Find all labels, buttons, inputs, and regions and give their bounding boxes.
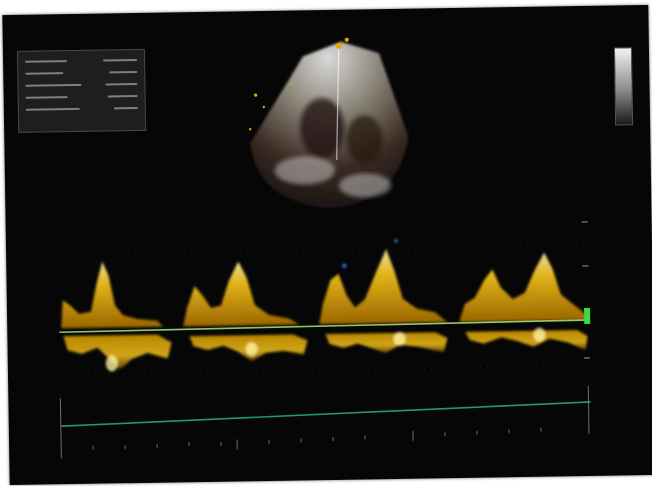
doppler-baseline — [59, 319, 590, 334]
measurement-text-blur — [25, 59, 138, 111]
grayscale-bar-icon — [613, 47, 634, 126]
ecg-sweep-line — [60, 401, 591, 428]
doppler-spectrum-reverse — [63, 327, 588, 372]
measurement-panel — [16, 48, 147, 133]
ultrasound-monitor — [2, 4, 652, 486]
doppler-spectrum-forward — [61, 239, 590, 329]
time-axis — [59, 385, 590, 459]
ultrasound-scene — [58, 37, 591, 459]
echo-sector-image — [248, 37, 409, 209]
